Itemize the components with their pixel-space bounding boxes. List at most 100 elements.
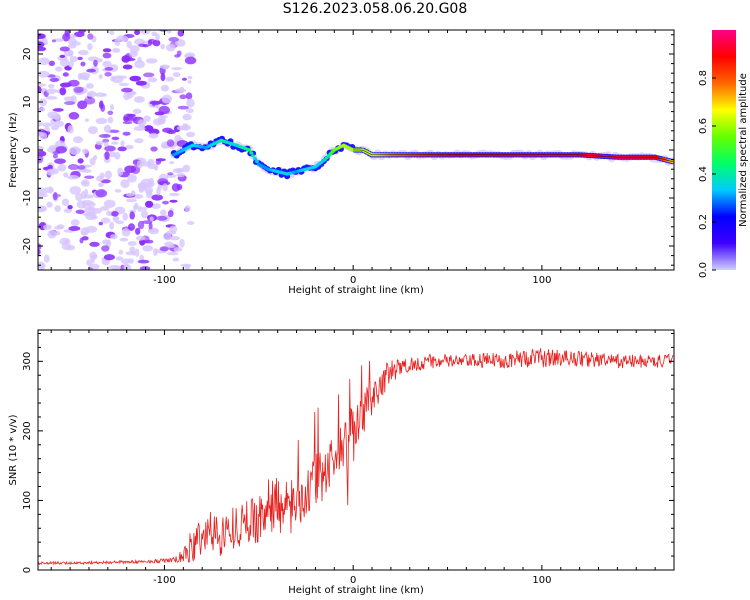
noise-blob [59,82,72,88]
noise-blob [67,44,77,49]
noise-blob [38,41,45,48]
colorbar-tick-label: 0.2 [698,214,709,230]
noise-blob [108,151,116,158]
noise-blob [129,75,142,82]
noise-blob [151,194,163,201]
snr-ticks: -100 0 100 0 100 200 300 [22,330,675,586]
noise-blob [87,126,98,135]
noise-blob [108,129,120,133]
noise-blob [57,56,68,61]
noise-blob [146,189,153,199]
noise-blob [68,38,77,46]
ridge-centerline [353,149,674,163]
noise-blob [75,193,83,201]
noise-blob [98,74,103,80]
noise-blob [132,251,136,256]
noise-blob [102,48,112,53]
noise-blob [150,203,161,210]
noise-blob [129,211,135,220]
noise-blob [111,136,120,141]
noise-blob [160,84,170,92]
noise-blob [155,159,162,165]
noise-blob [160,209,167,216]
noise-blob [78,49,89,56]
noise-blob [51,39,56,43]
noise-blob [125,115,138,122]
noise-blob [179,94,187,100]
noise-blob [67,205,73,210]
noise-blob [85,201,96,208]
noise-blob [52,192,58,201]
noise-blob [99,206,110,211]
noise-blob [101,245,110,252]
noise-blob [69,186,82,195]
noise-blob [48,186,54,194]
noise-blob [46,201,53,208]
noise-blob [85,225,98,233]
noise-blob [84,175,95,179]
noise-blob [87,43,93,51]
noise-blob [123,264,132,270]
noise-blob [77,158,84,164]
noise-blob [120,179,130,189]
noise-blob [85,83,94,89]
noise-blob [38,131,45,137]
snr-panel: -100 0 100 0 100 200 300 Height of straight li… [8,329,675,596]
noise-blob [155,33,160,41]
noise-blob [147,77,158,83]
noise-blob [168,37,179,42]
noise-blob [117,167,124,176]
noise-blob [127,241,137,246]
noise-blob [169,199,178,203]
noise-blob [98,134,111,138]
noise-blob [142,206,148,211]
noise-blob [106,210,112,216]
noise-blob [86,259,93,266]
noise-blob [134,202,139,209]
noise-blob [169,192,180,197]
noise-blob [104,67,114,71]
noise-blob [152,248,158,256]
snr-frame [37,329,675,571]
noise-blob [67,164,79,170]
noise-blob [134,30,141,36]
noise-blob [167,210,174,218]
noise-blob [145,58,158,64]
noise-blob [63,240,70,244]
y-tick-label: 0 [22,567,33,573]
noise-blob [166,30,172,34]
noise-blob [79,237,84,244]
noise-blob [177,30,185,37]
x-tick-label: 0 [350,275,356,286]
noise-blob [184,56,197,65]
noise-blob [184,52,196,58]
noise-blob [138,188,144,193]
noise-blob [130,165,141,175]
noise-blob [95,92,106,97]
noise-blob [165,76,175,82]
noise-blob [86,68,96,73]
noise-blob [95,117,108,125]
noise-blob [138,43,146,48]
noise-blob [112,47,121,53]
noise-blob [147,39,152,47]
noise-blob [59,54,66,59]
noise-blob [137,206,144,212]
spectrogram-y-axis-label: Frequency (Hz) [8,112,19,188]
noise-blob [132,108,142,115]
noise-blob [117,75,128,79]
noise-blob [187,221,195,225]
noise-blob [47,84,55,89]
noise-blob [133,126,146,131]
noise-blob [61,198,70,207]
noise-blob [82,148,89,154]
noise-blob [68,226,81,231]
noise-blob [84,206,95,215]
noise-blob [185,108,194,114]
noise-blob [38,249,41,255]
noise-blob [135,248,140,257]
noise-blob [38,154,44,164]
y-tick-label: 300 [22,352,33,371]
noise-blob [101,217,111,224]
noise-blob [92,208,102,214]
